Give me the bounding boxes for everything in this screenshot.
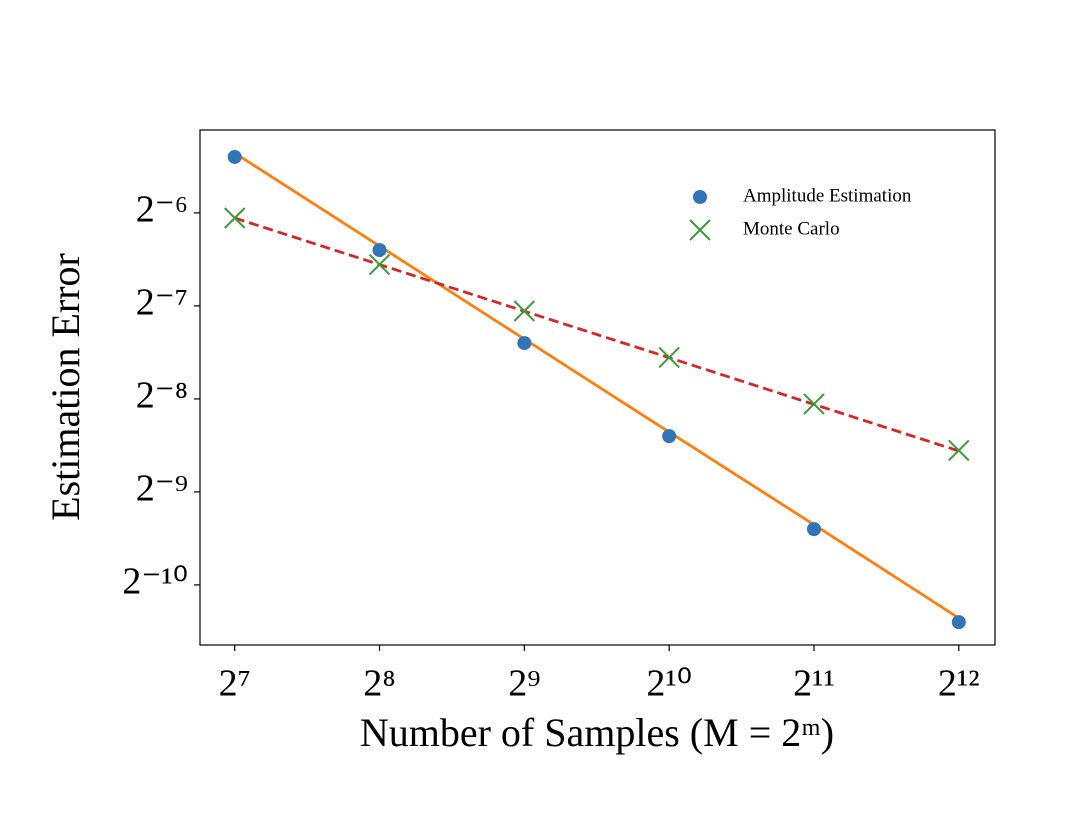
data-point — [948, 439, 970, 462]
y-tick-label: 2⁻⁷ — [136, 282, 188, 324]
legend-label: Monte Carlo — [743, 218, 840, 239]
fit-line — [233, 151, 960, 620]
fit-line — [234, 216, 960, 453]
x-tick-label: 2¹¹ — [793, 663, 835, 705]
data-point — [517, 336, 532, 351]
x-tick-label: 2⁷ — [219, 663, 251, 705]
legend-marker — [693, 190, 707, 204]
data-point — [658, 346, 680, 369]
data-point — [227, 149, 242, 164]
data-point — [368, 253, 391, 276]
x-tick-label: 2¹² — [938, 663, 980, 705]
data-point — [372, 243, 387, 258]
x-tick-label: 2⁹ — [508, 663, 540, 705]
y-tick-label: 2⁻⁹ — [136, 468, 188, 510]
data-point — [951, 615, 966, 630]
plot-frame — [199, 129, 996, 646]
data-point — [806, 522, 821, 537]
legend-label: Amplitude Estimation — [743, 185, 912, 206]
y-tick-label: 2⁻⁶ — [136, 189, 188, 231]
x-axis-label: Number of Samples (M = 2ᵐ) — [360, 710, 834, 755]
y-tick-label: 2⁻¹⁰ — [122, 561, 188, 603]
y-axis-label: Estimation Error — [43, 253, 88, 521]
y-tick-label: 2⁻⁸ — [136, 375, 188, 417]
x-tick-label: 2¹⁰ — [646, 663, 692, 705]
data-point — [803, 393, 825, 415]
data-point — [662, 429, 677, 444]
data-point — [224, 207, 246, 229]
x-tick-label: 2⁸ — [363, 663, 395, 705]
data-point — [513, 300, 536, 322]
legend-marker — [689, 219, 711, 241]
